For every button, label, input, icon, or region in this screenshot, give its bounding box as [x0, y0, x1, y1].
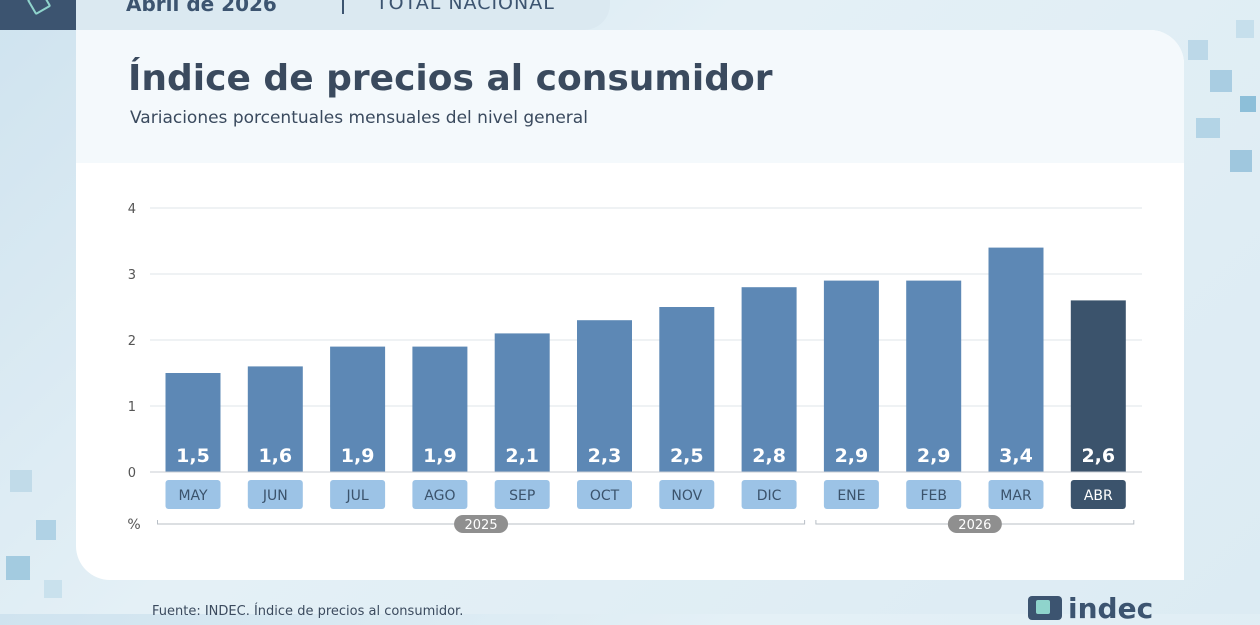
- year-badge: [947, 515, 1002, 533]
- x-tick-label: OCT: [590, 488, 620, 504]
- year-label: 2026: [958, 518, 991, 533]
- pixel-decoration: [1210, 70, 1232, 92]
- x-tick-label: SEP: [509, 488, 535, 504]
- category-label-box: [494, 480, 550, 509]
- x-tick-label: JUN: [262, 488, 288, 504]
- x-tick-label: ABR: [1084, 488, 1113, 504]
- x-tick-label: DIC: [757, 488, 782, 504]
- bar: [577, 320, 632, 472]
- pixel-decoration: [10, 470, 32, 492]
- y-tick-label: 3: [128, 268, 136, 283]
- bar: [165, 373, 221, 472]
- period-label: Abril de 2026: [126, 0, 277, 16]
- category-label-box: [1070, 480, 1126, 509]
- bar: [247, 366, 303, 472]
- bar-value-label: 2,9: [835, 445, 869, 467]
- pixel-decoration: [1240, 96, 1256, 112]
- bar: [741, 287, 797, 472]
- bar-value-label: 1,6: [258, 445, 292, 467]
- report-tag: [0, 0, 76, 30]
- pixel-decoration: [1196, 118, 1220, 138]
- bar-value-label: 2,6: [1081, 445, 1115, 467]
- category-label-box: [247, 480, 303, 509]
- pixel-decoration: [1236, 20, 1254, 38]
- bar-value-label: 2,8: [752, 445, 786, 467]
- category-label-box: [577, 480, 632, 509]
- bar-value-label: 1,5: [176, 445, 210, 467]
- y-tick-label: 2: [128, 334, 136, 349]
- category-label-box: [659, 480, 715, 509]
- bar-value-label: 1,9: [341, 445, 375, 467]
- bar: [906, 280, 962, 472]
- top-bar: Abril de 2026 TOTAL NACIONAL: [0, 0, 610, 30]
- bar-value-label: 1,9: [423, 445, 457, 467]
- card-header: Índice de precios al consumidor Variacio…: [76, 30, 1184, 163]
- category-label-box: [741, 480, 797, 509]
- bar-value-label: 3,4: [999, 445, 1033, 467]
- bar: [412, 346, 468, 472]
- pixel-decoration: [1188, 40, 1208, 60]
- x-tick-label: NOV: [671, 488, 702, 504]
- x-tick-label: MAY: [178, 488, 208, 504]
- pixel-decoration: [1230, 150, 1252, 172]
- bar-value-label: 2,9: [917, 445, 951, 467]
- category-label-box: [330, 480, 386, 509]
- bar: [494, 333, 550, 472]
- bar-value-label: 2,5: [670, 445, 704, 467]
- bar: [659, 307, 715, 472]
- y-tick-label: 1: [128, 400, 136, 415]
- y-tick-label: 0: [128, 466, 136, 481]
- bar-value-label: 2,3: [588, 445, 622, 467]
- year-badge: [454, 515, 509, 533]
- category-label-box: [165, 480, 221, 509]
- x-tick-label: ENE: [837, 488, 865, 504]
- category-label-box: [412, 480, 468, 509]
- y-tick-label: 4: [128, 202, 136, 217]
- x-tick-label: MAR: [1000, 488, 1032, 504]
- source-note: Fuente: INDEC. Índice de precios al cons…: [152, 604, 464, 619]
- scope-label: TOTAL NACIONAL: [376, 0, 555, 14]
- year-label: 2025: [465, 518, 498, 533]
- divider: [342, 0, 344, 14]
- x-tick-label: FEB: [920, 488, 947, 504]
- bar: [1070, 300, 1126, 472]
- bar: [988, 247, 1044, 472]
- bar: [823, 280, 879, 472]
- pixel-decoration: [44, 580, 62, 598]
- logo-text: indec: [1068, 592, 1154, 625]
- y-axis-label: %: [127, 517, 140, 533]
- category-label-box: [988, 480, 1044, 509]
- bar-value-label: 2,1: [505, 445, 539, 467]
- chart-subtitle: Variaciones porcentuales mensuales del n…: [130, 108, 588, 128]
- x-tick-label: JUL: [346, 488, 369, 504]
- category-label-box: [906, 480, 962, 509]
- logo-mark-icon: [1028, 596, 1062, 620]
- x-tick-label: AGO: [424, 488, 455, 504]
- bar: [330, 346, 386, 472]
- pixel-decoration: [36, 520, 56, 540]
- pixel-decoration: [6, 556, 30, 580]
- chart-title: Índice de precios al consumidor: [128, 58, 773, 99]
- category-label-box: [823, 480, 879, 509]
